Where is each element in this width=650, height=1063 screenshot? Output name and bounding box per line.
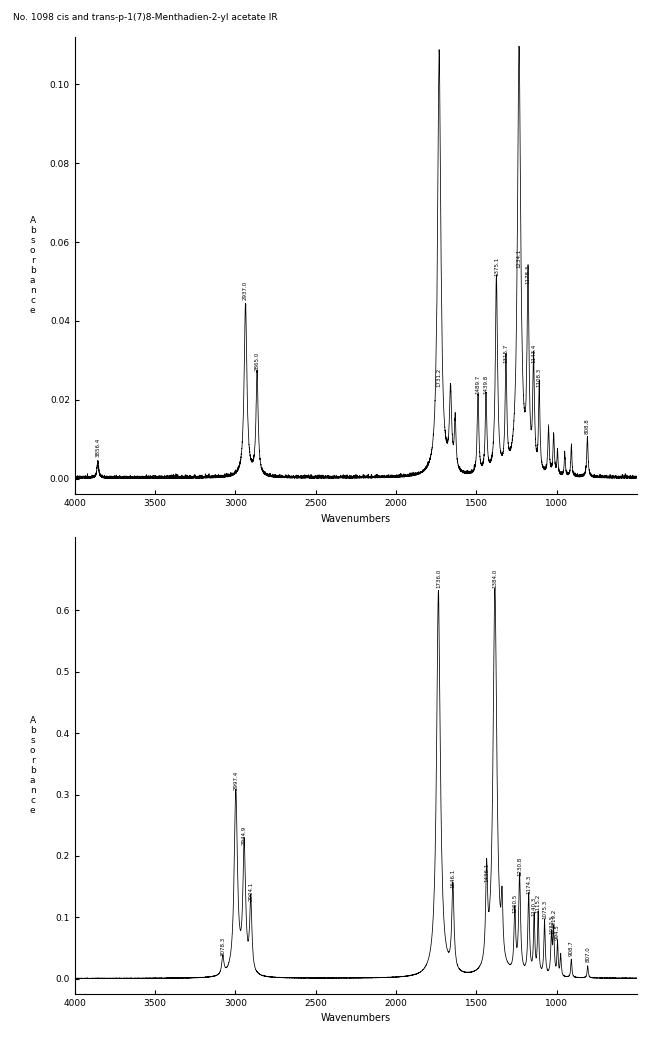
- Text: 1736.0: 1736.0: [436, 569, 441, 588]
- X-axis label: Wavenumbers: Wavenumbers: [321, 513, 391, 524]
- Text: 1230.8: 1230.8: [517, 857, 522, 876]
- Text: 1489.7: 1489.7: [476, 375, 480, 394]
- Text: 1731.2: 1731.2: [437, 368, 442, 387]
- Text: 807.0: 807.0: [585, 946, 590, 962]
- Text: 1315.7: 1315.7: [504, 343, 508, 362]
- Text: 1115.2: 1115.2: [536, 894, 541, 913]
- Text: 3078.3: 3078.3: [220, 937, 226, 956]
- Text: 2937.0: 2937.0: [243, 281, 248, 300]
- Text: 1375.1: 1375.1: [494, 257, 499, 276]
- Text: 2997.4: 2997.4: [233, 771, 239, 790]
- Text: 1032.5: 1032.5: [549, 915, 554, 934]
- Text: 908.7: 908.7: [569, 940, 574, 956]
- Text: A
b
s
o
r
b
a
n
c
e: A b s o r b a n c e: [29, 715, 36, 815]
- Text: 994.5: 994.5: [555, 925, 560, 941]
- Text: 1143.4: 1143.4: [531, 343, 536, 362]
- Text: 1234.1: 1234.1: [517, 249, 521, 268]
- Text: 1436.1: 1436.1: [484, 863, 489, 882]
- Text: 1439.8: 1439.8: [484, 375, 489, 394]
- Text: 1140.3: 1140.3: [532, 896, 537, 916]
- Text: 1260.5: 1260.5: [512, 894, 517, 913]
- Text: 2944.9: 2944.9: [242, 826, 247, 845]
- Text: 1646.1: 1646.1: [450, 870, 456, 889]
- Text: 1108.3: 1108.3: [537, 368, 542, 387]
- Text: 1174.3: 1174.3: [526, 875, 531, 894]
- Text: No. 1098 cis and trans-p-1(7)8-Menthadien-2-yl acetate IR: No. 1098 cis and trans-p-1(7)8-Menthadie…: [13, 13, 278, 21]
- Text: 1178.3: 1178.3: [526, 265, 530, 284]
- Text: 2904.1: 2904.1: [248, 881, 254, 900]
- Text: 808.8: 808.8: [585, 418, 590, 434]
- Text: 2865.0: 2865.0: [255, 352, 259, 371]
- X-axis label: Wavenumbers: Wavenumbers: [321, 1013, 391, 1024]
- Text: 1075.3: 1075.3: [542, 899, 547, 918]
- Text: A
b
s
o
r
b
a
n
c
e: A b s o r b a n c e: [29, 216, 36, 316]
- Text: 1019.2: 1019.2: [551, 909, 556, 928]
- Text: 1384.0: 1384.0: [493, 569, 497, 588]
- Text: 3856.4: 3856.4: [96, 438, 100, 457]
